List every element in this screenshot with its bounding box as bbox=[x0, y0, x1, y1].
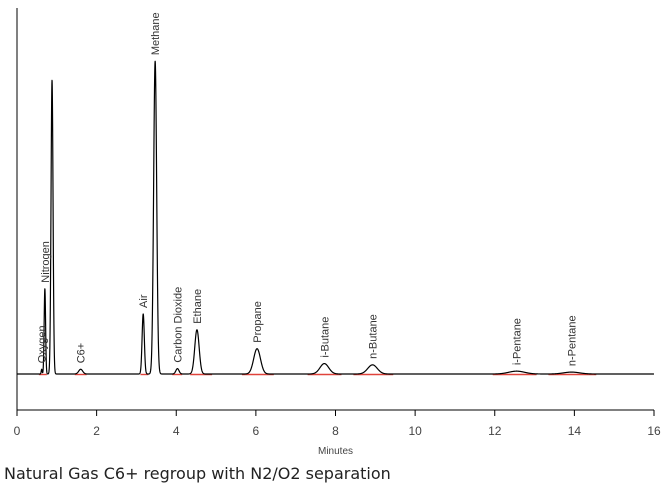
peak-label: Ethane bbox=[192, 289, 204, 324]
peak-label: i-Butane bbox=[319, 317, 331, 358]
peak-label: Air bbox=[138, 294, 150, 308]
axes: 0 2 4 6 8 10 12 14 16 Minutes bbox=[14, 8, 661, 457]
peak-label: n-Butane bbox=[368, 314, 380, 359]
x-tick-label: 16 bbox=[647, 424, 661, 438]
peak-label: Carbon Dioxide bbox=[172, 287, 184, 363]
x-tick-label: 2 bbox=[93, 424, 100, 438]
x-tick-label: 10 bbox=[408, 424, 422, 438]
peak-label: Oxygen bbox=[37, 325, 49, 363]
peak-label: C6+ bbox=[76, 343, 88, 364]
x-tick-label: 14 bbox=[568, 424, 582, 438]
x-tick-label: 0 bbox=[14, 424, 21, 438]
chromatogram-chart: 0 2 4 6 8 10 12 14 16 Minutes Oxygen Nitrogen C6+ Ai… bbox=[14, 8, 661, 457]
peak-labels: Oxygen Nitrogen C6+ Air Methane Carbon Dioxid… bbox=[37, 12, 579, 366]
peak-label: Nitrogen bbox=[40, 241, 52, 283]
peak-label: Propane bbox=[252, 301, 264, 343]
x-tick-label: 12 bbox=[488, 424, 502, 438]
chromatogram-trace bbox=[16, 60, 655, 375]
x-tick-label: 4 bbox=[173, 424, 180, 438]
x-axis-label: Minutes bbox=[318, 446, 353, 457]
peak-label: n-Pentane bbox=[567, 315, 579, 366]
peak-label: i-Pentane bbox=[512, 318, 524, 365]
x-tick-label: 8 bbox=[332, 424, 339, 438]
figure-caption: Natural Gas C6+ regroup with N2/O2 separ… bbox=[4, 464, 391, 483]
x-tick-label: 6 bbox=[253, 424, 260, 438]
peak-label: Methane bbox=[150, 12, 162, 55]
